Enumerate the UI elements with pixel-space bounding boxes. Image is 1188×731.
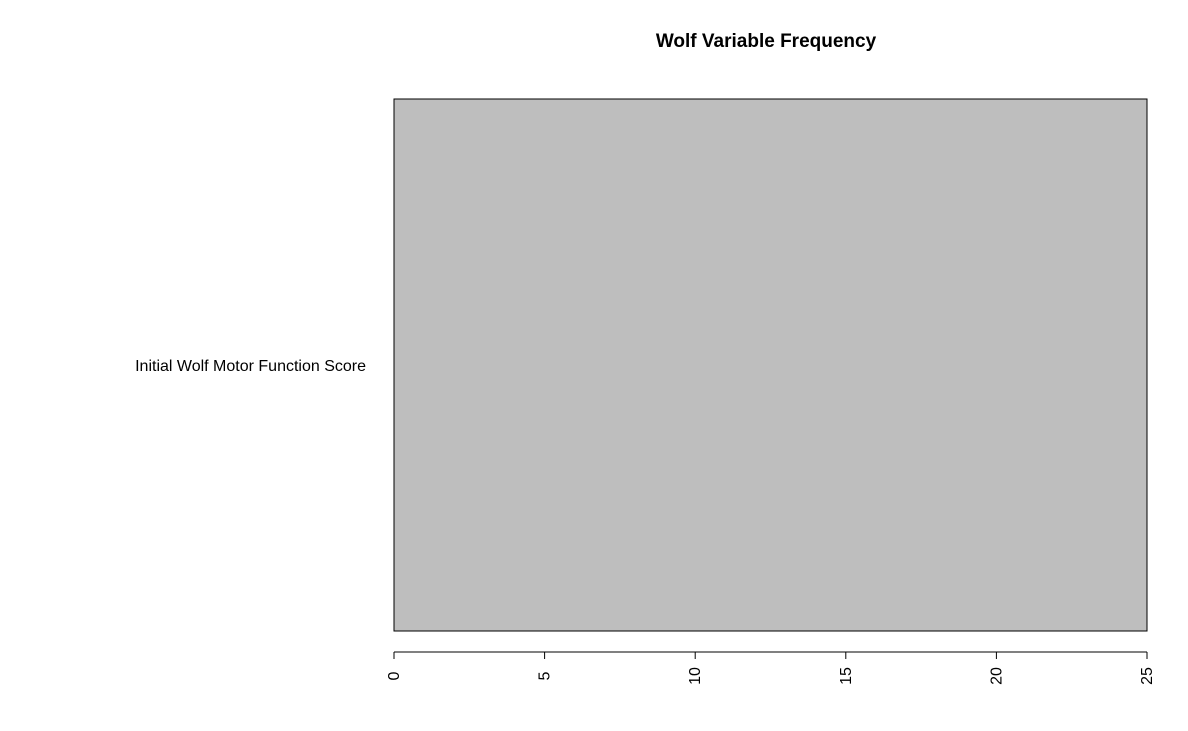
x-tick-label: 25 [1139,667,1156,685]
x-tick-label: 15 [838,667,855,685]
x-tick-label: 20 [988,667,1005,685]
category-label: Initial Wolf Motor Function Score [135,358,366,375]
x-tick-label: 0 [386,671,403,680]
category-labels-group: Initial Wolf Motor Function Score [135,358,366,375]
x-tick-label: 10 [687,667,704,685]
x-tick-label: 5 [537,671,554,680]
bar [393,98,1148,632]
chart-title: Wolf Variable Frequency [656,31,877,52]
bars-group [393,98,1148,632]
x-axis: 0 5 10 15 20 25 [386,651,1156,685]
